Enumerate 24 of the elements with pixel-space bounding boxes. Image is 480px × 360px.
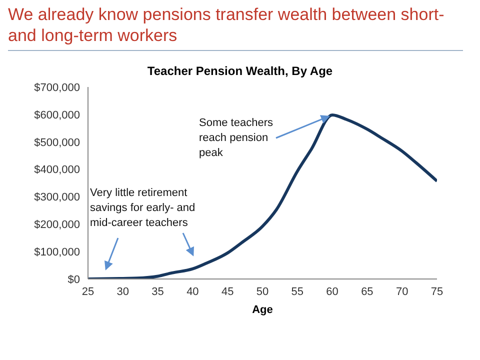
x-tick-label: 45: [221, 286, 234, 298]
y-tick-label: $600,000: [34, 109, 80, 122]
x-tick-label: 30: [116, 286, 130, 298]
x-tick-label: 65: [361, 286, 374, 298]
x-axis-title: Age: [252, 304, 273, 316]
y-tick-label: $200,000: [34, 219, 80, 232]
y-tick-label: $500,000: [34, 136, 80, 149]
chart-title: We already know pensions transfer wealth between short- and long-term workers: [8, 4, 446, 46]
x-tick-label: 35: [152, 286, 164, 298]
chart-subtitle: Teacher Pension Wealth, By Age: [146, 64, 334, 78]
x-tick-label: 75: [430, 286, 444, 298]
y-tick-label: $300,000: [34, 192, 80, 204]
x-tick-label: 60: [326, 286, 338, 298]
y-tick-label: $700,000: [34, 82, 80, 94]
x-tick-label: 55: [291, 286, 304, 298]
x-tick-label: 50: [256, 286, 269, 298]
x-tick-label: 70: [396, 286, 408, 298]
y-tick-label: $100,000: [34, 246, 80, 258]
y-tick-label: $400,000: [34, 164, 80, 176]
annotation: Very little retirement savings for early- and mid-career teachers: [90, 186, 196, 231]
y-tick-label: $0: [68, 274, 80, 286]
annotation: Some teachers reach pension peak: [199, 116, 274, 161]
x-tick-label: 25: [82, 286, 94, 298]
x-tick-label: 40: [186, 286, 199, 298]
